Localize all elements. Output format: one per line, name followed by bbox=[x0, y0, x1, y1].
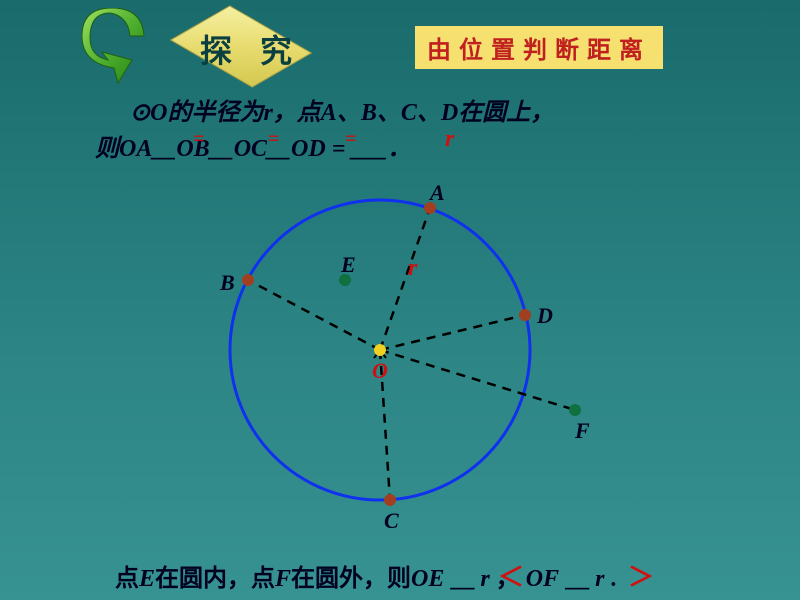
svg-text:B: B bbox=[219, 270, 235, 295]
header: 探 究 由位置判断距离 bbox=[80, 8, 780, 88]
svg-text:F: F bbox=[574, 418, 590, 443]
svg-text:O: O bbox=[372, 358, 388, 383]
svg-text:E: E bbox=[340, 252, 356, 277]
answer-eq-2: = bbox=[268, 128, 279, 151]
svg-text:C: C bbox=[384, 508, 399, 533]
answer-gt: ＞ bbox=[628, 557, 654, 594]
svg-text:D: D bbox=[536, 303, 553, 328]
answer-lt: ＜ bbox=[498, 557, 524, 594]
svg-text:A: A bbox=[428, 180, 445, 205]
diagram-svg: O A B C D E Fr bbox=[170, 160, 630, 540]
answer-eq-3: = bbox=[345, 128, 356, 151]
subtitle: 由位置判断距离 bbox=[415, 26, 663, 69]
curved-arrow-icon bbox=[80, 8, 170, 88]
circle-diagram: O A B C D E Fr bbox=[170, 160, 630, 540]
problem-bottom: 点E在圆内，点F在圆外，则OE __ r ， OF __ r . bbox=[115, 558, 765, 593]
section-title: 探 究 bbox=[200, 26, 302, 72]
svg-text:r: r bbox=[408, 255, 418, 281]
problem-line-1: ⊙O的半径为r，点A、B、C、D在圆上， bbox=[130, 92, 730, 127]
answer-r: r bbox=[445, 126, 454, 153]
answer-eq-1: = bbox=[193, 128, 204, 151]
